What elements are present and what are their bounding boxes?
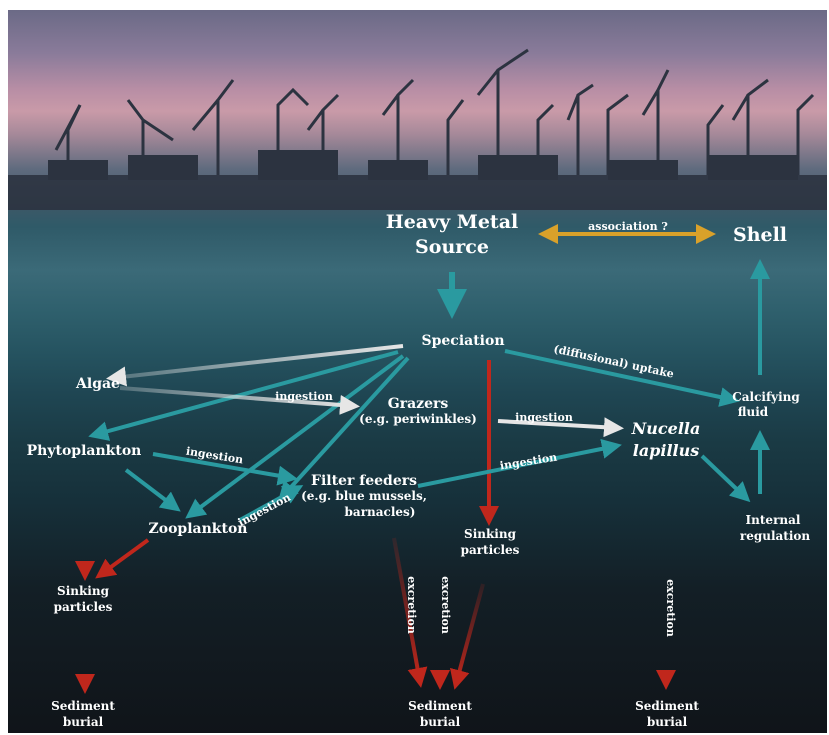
label-excretion-grazers: excretion — [439, 576, 452, 634]
arrow-zoo-to-sinking-left — [95, 538, 150, 579]
svg-text:burial: burial — [420, 715, 461, 729]
svg-text:regulation: regulation — [740, 529, 811, 543]
node-heavy-metal-source: Heavy Metal Source — [386, 211, 518, 258]
food-web-diagram: association ? (diffusional) uptake inges… — [8, 48, 827, 729]
node-sinking-particles-left: Sinking particles — [54, 584, 113, 614]
svg-text:particles: particles — [461, 543, 520, 557]
label-ingestion-filter-nucella: ingestion — [499, 451, 558, 473]
node-sinking-particles-mid: Sinking particles — [461, 527, 520, 557]
arrow-zoo-to-filterfeeders — [239, 485, 304, 522]
node-zooplankton: Zooplankton — [149, 521, 248, 537]
arrow-filterfeeders-to-nucella — [417, 438, 622, 488]
node-speciation: Speciation — [421, 333, 504, 349]
svg-text:Sediment: Sediment — [408, 699, 472, 713]
svg-text:Calcifying: Calcifying — [732, 390, 800, 404]
svg-text:Grazers: Grazers — [388, 396, 449, 412]
node-nucella-lapillus: Nucella lapillus — [631, 419, 701, 460]
label-ingestion-grazers-nucella: ingestion — [515, 411, 573, 424]
node-shell: Shell — [733, 224, 787, 246]
node-sediment-burial-mid: Sediment burial — [408, 699, 472, 729]
arrow-speciation-to-filterfeeders — [277, 356, 410, 502]
node-internal-regulation: Internal regulation — [740, 513, 811, 543]
arrow-speciation-to-zooplankton — [185, 354, 405, 519]
svg-text:lapillus: lapillus — [633, 441, 700, 460]
svg-text:Sediment: Sediment — [51, 699, 115, 713]
svg-text:burial: burial — [63, 715, 104, 729]
arrow-grazers-to-nucella — [497, 417, 624, 438]
svg-text:burial: burial — [647, 715, 688, 729]
label-excretion-filter: excretion — [405, 576, 418, 634]
label-excretion-nucella: excretion — [664, 579, 677, 637]
arrow-nucella-to-internal-regulation — [700, 454, 751, 503]
svg-text:Heavy Metal: Heavy Metal — [386, 211, 518, 233]
diagram-canvas: association ? (diffusional) uptake inges… — [8, 10, 827, 733]
svg-text:barnacles): barnacles) — [345, 505, 416, 519]
label-association: association ? — [588, 220, 668, 233]
arrow-sinking-mid-to-sediment — [449, 583, 485, 690]
node-sediment-burial-right: Sediment burial — [635, 699, 699, 729]
arrow-speciation-to-calcifying — [504, 349, 740, 407]
arrow-speciation-to-phytoplankton — [88, 350, 399, 441]
arrow-filterfeeders-excretion — [392, 537, 428, 688]
svg-text:Sinking: Sinking — [464, 527, 517, 541]
node-grazers: Grazers (e.g. periwinkles) — [359, 396, 477, 426]
arrow-phyto-to-filterfeeders — [152, 452, 298, 486]
arrow-speciation-to-algae — [106, 344, 404, 387]
node-sediment-burial-left: Sediment burial — [51, 699, 115, 729]
node-algae: Algae — [75, 376, 120, 392]
svg-text:Sinking: Sinking — [57, 584, 110, 598]
svg-text:Sediment: Sediment — [635, 699, 699, 713]
svg-text:Source: Source — [415, 236, 489, 258]
svg-text:Filter feeders: Filter feeders — [311, 473, 417, 489]
svg-text:(e.g. periwinkles): (e.g. periwinkles) — [359, 412, 477, 426]
svg-text:(e.g. blue mussels,: (e.g. blue mussels, — [301, 489, 427, 503]
svg-text:Internal: Internal — [746, 513, 801, 527]
node-filter-feeders: Filter feeders (e.g. blue mussels, barna… — [301, 473, 427, 519]
svg-text:Nucella: Nucella — [631, 419, 701, 438]
arrow-phyto-to-zooplankton — [124, 468, 181, 512]
node-phytoplankton: Phytoplankton — [27, 443, 142, 459]
svg-text:particles: particles — [54, 600, 113, 614]
harbor-silhouette-illustration — [8, 48, 827, 210]
arrow-algae-to-grazers — [119, 386, 360, 415]
label-ingestion-algae-grazers: ingestion — [275, 390, 333, 403]
node-calcifying-fluid: Calcifying fluid — [732, 390, 800, 419]
svg-text:fluid: fluid — [738, 405, 769, 419]
